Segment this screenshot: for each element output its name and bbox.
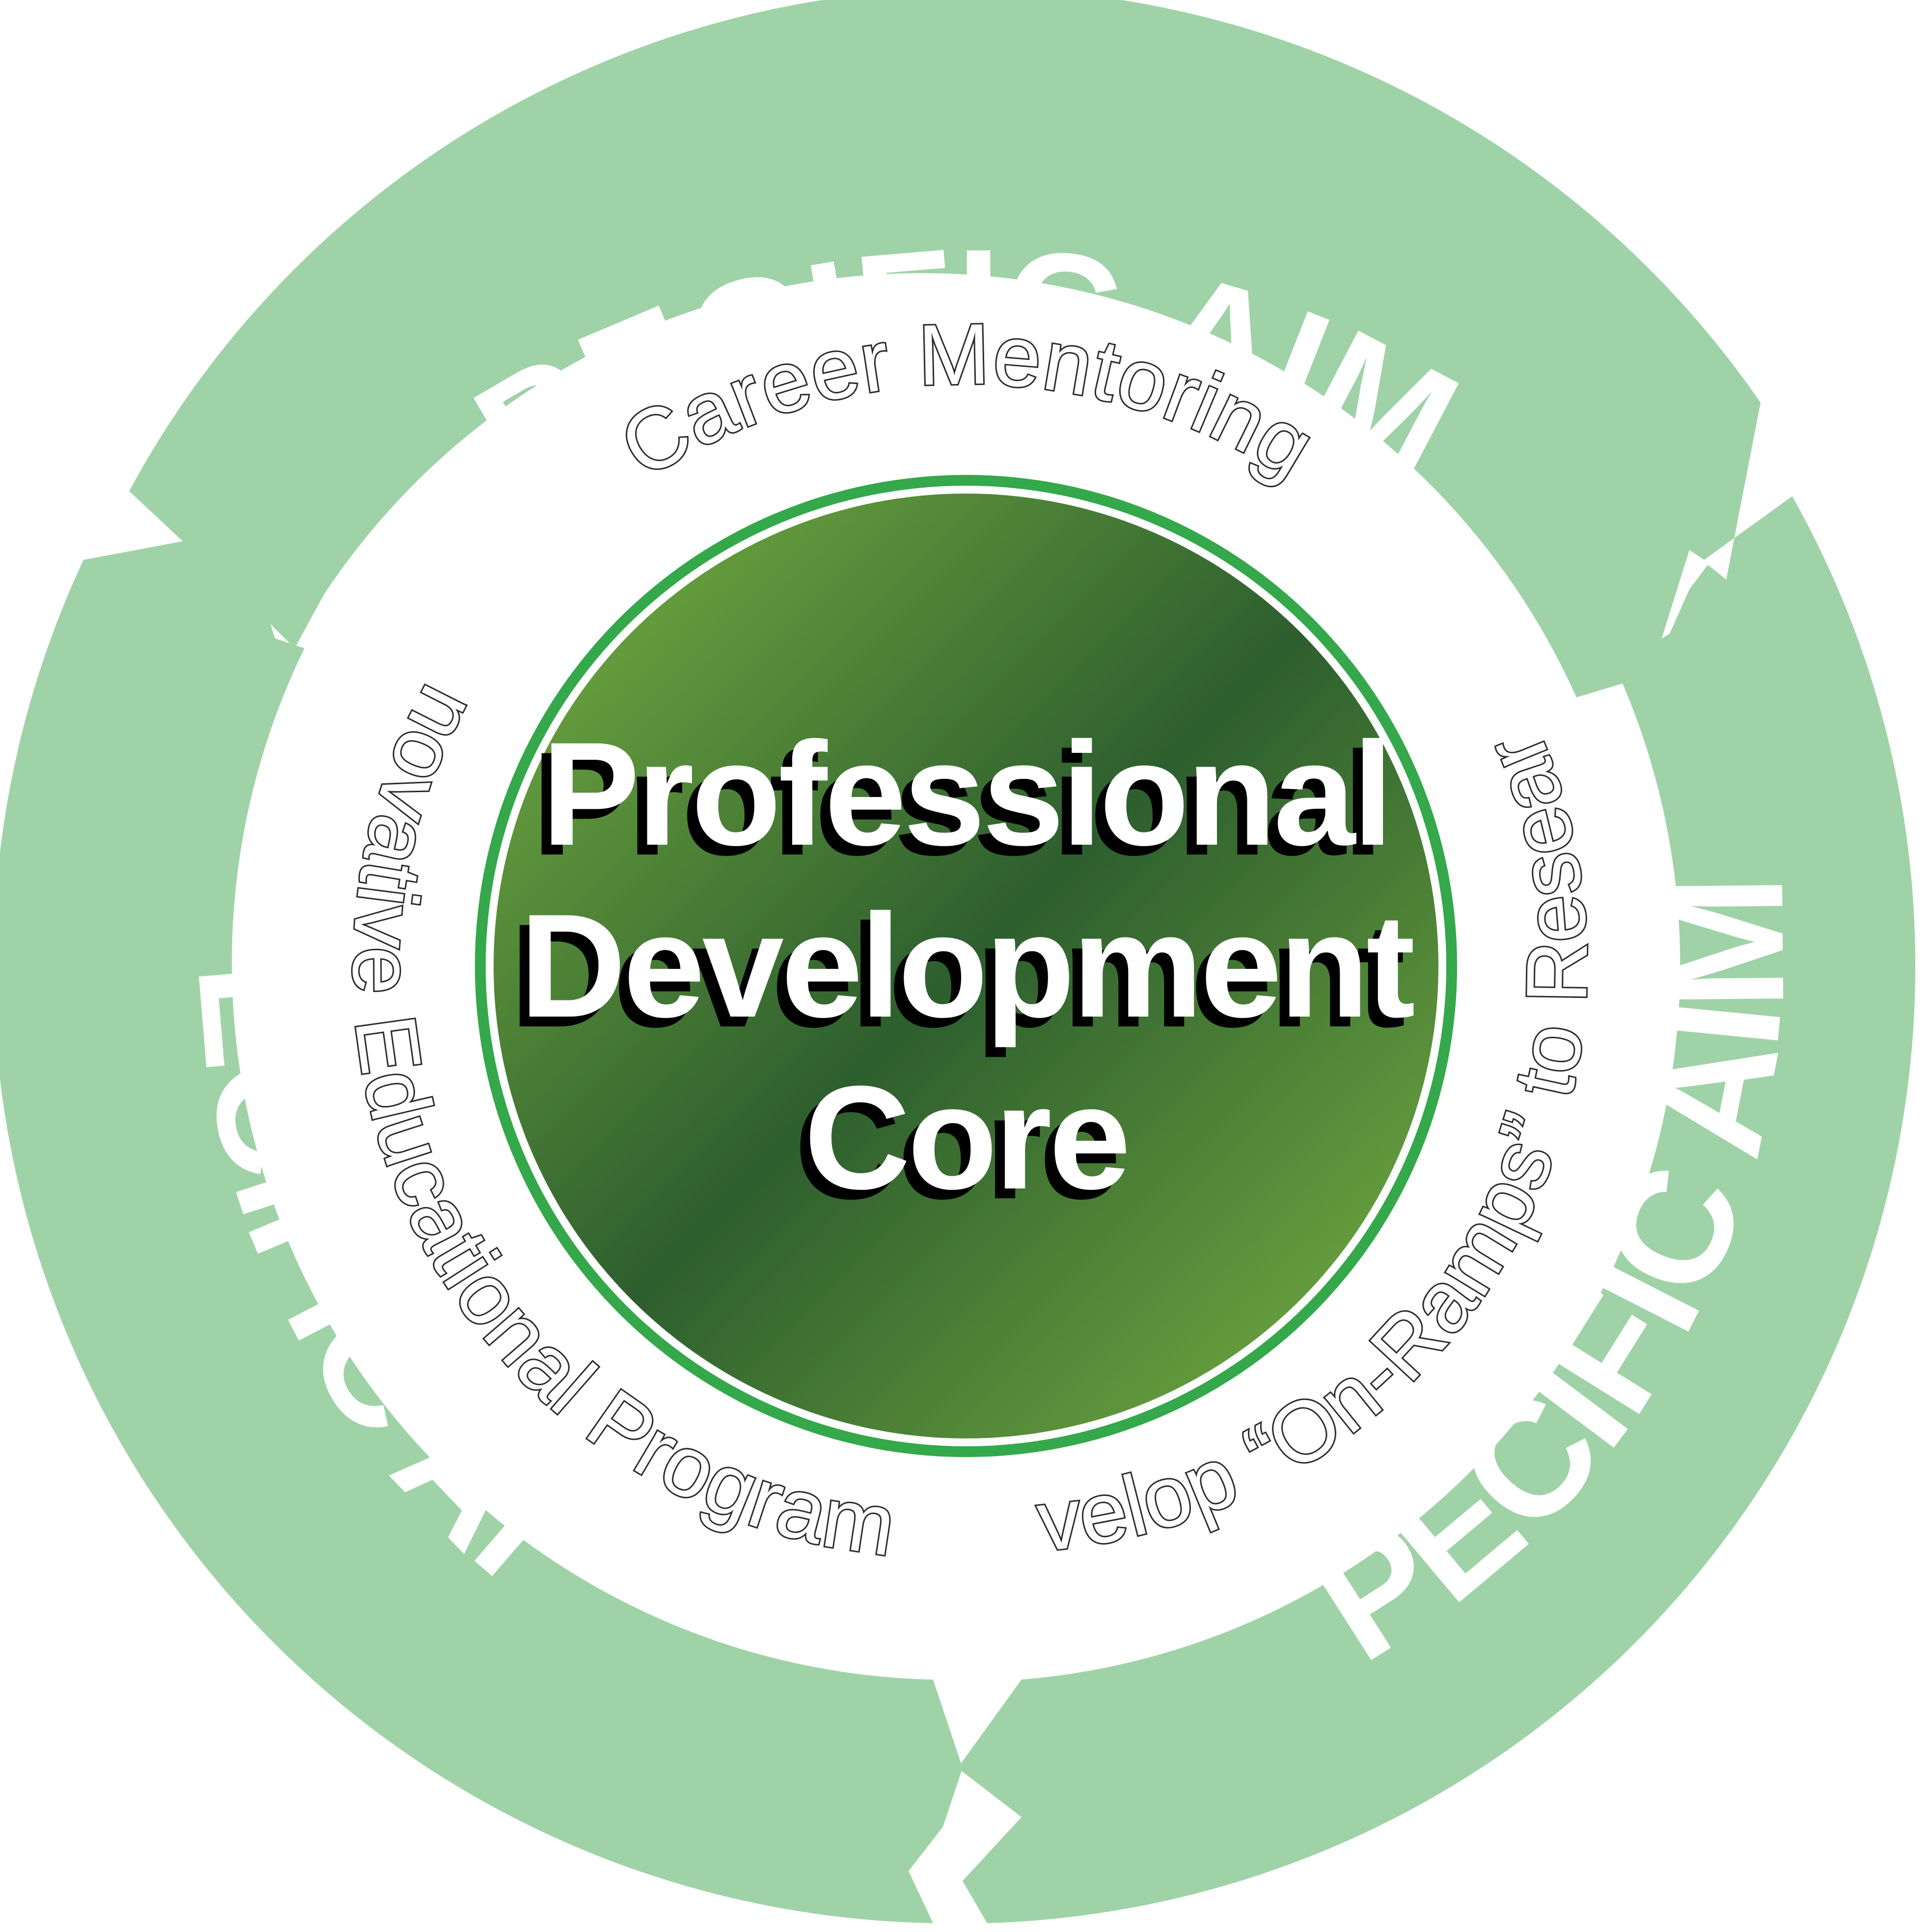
aim-2-arrow-segment [958,471,1916,1923]
core-title: Professional Development Core Profession… [510,711,1417,1230]
core-line3-shadow: Core [794,1065,1118,1230]
core-line2-shadow: Development [510,893,1405,1059]
core-line3: Core [804,1055,1128,1220]
gap-aim1-aim2 [1689,403,1793,580]
aim-3-arrow-segment [0,530,963,1923]
core-line2: Development [520,883,1414,1049]
core-title-main: Professional Development Core [520,711,1417,1220]
aim-1-arrow-segment [129,0,1761,697]
core-line1: Professional [542,711,1391,876]
core-title-shadow: Professional Development Core [510,721,1408,1230]
core-line1-shadow: Professional [532,721,1381,886]
core-gradient-disc [494,494,1438,1438]
core-circle [475,475,1457,1457]
